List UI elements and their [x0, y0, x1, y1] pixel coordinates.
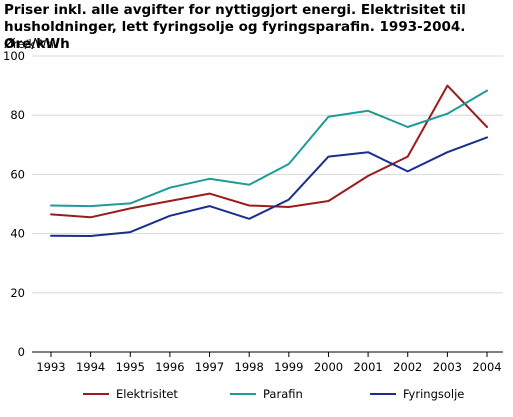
x-tick-label: 1998 — [235, 360, 264, 374]
x-tick-label: 2003 — [433, 360, 462, 374]
legend-label: Elektrisitet — [116, 387, 178, 401]
gridlines — [32, 55, 503, 353]
y-tick-label: 80 — [10, 108, 25, 122]
x-tick-label: 1993 — [36, 360, 65, 374]
x-tick-label: 1996 — [155, 360, 184, 374]
series-line-elektrisitet — [50, 84, 488, 219]
x-tick-label: 1995 — [116, 360, 145, 374]
x-tick-label: 2004 — [472, 360, 501, 374]
y-axis-label: Øre/kWh — [4, 37, 54, 51]
x-tick-label: 1999 — [274, 360, 303, 374]
y-tick-label: 0 — [18, 345, 25, 359]
x-tick-label: 2001 — [353, 360, 382, 374]
x-axis-ticks: 1993 1994 1995 1996 1997 1998 1999 2000 2001 2002… — [36, 352, 502, 374]
y-tick-label: 20 — [10, 286, 25, 300]
x-tick-label: 1997 — [195, 360, 224, 374]
y-tick-label: 60 — [10, 167, 25, 181]
series-line-parafin — [50, 89, 488, 208]
y-tick-label: 100 — [3, 49, 25, 63]
chart-title: Priser inkl. alle avgifter for nyttiggjo… — [4, 2, 466, 52]
legend-label: Parafin — [263, 387, 303, 401]
y-axis-ticks: 0 20 40 60 80 100 — [3, 49, 25, 359]
x-tick-label: 2002 — [393, 360, 422, 374]
legend-label: Fyringsolje — [403, 387, 464, 401]
series-lines — [50, 84, 488, 237]
x-tick-label: 2000 — [314, 360, 343, 374]
y-tick-label: 40 — [10, 227, 25, 241]
series-line-fyringsolje — [50, 136, 488, 237]
x-tick-label: 1994 — [76, 360, 105, 374]
legend: Elektrisitet Parafin Fyringsolje — [83, 387, 464, 401]
